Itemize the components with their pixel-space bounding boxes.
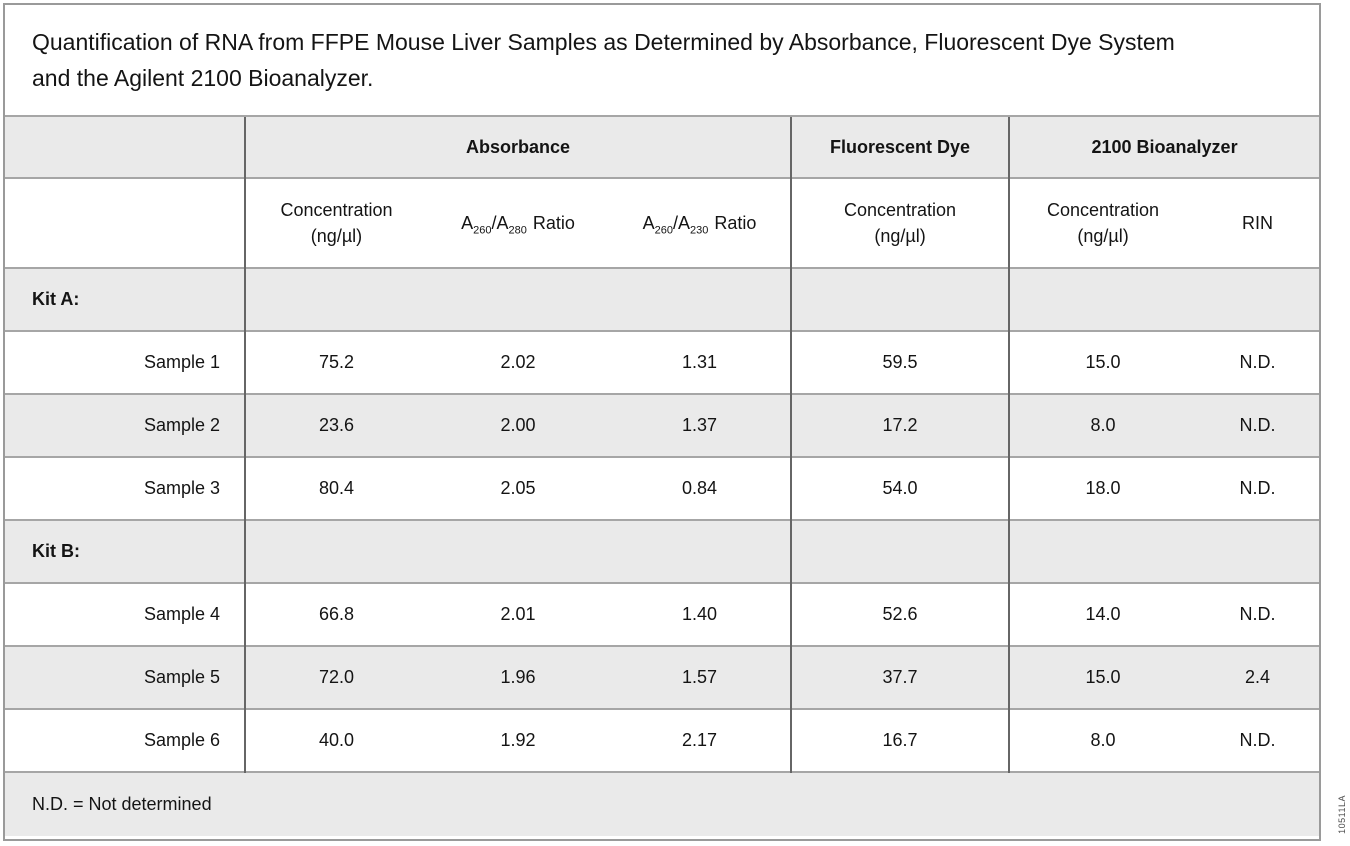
ratio-260-230-value: 1.57 (609, 645, 792, 709)
ratio-base: A (642, 212, 655, 233)
section-row-kit-a: Kit A: (5, 267, 1320, 331)
section-label: Kit B: (5, 519, 245, 583)
section-row-filler (243, 267, 792, 331)
section-row-filler (1008, 267, 1320, 331)
ratio-260-230-value: 1.31 (609, 330, 792, 394)
fluorescent-concentration-value: 54.0 (790, 456, 1010, 520)
column-header-spacer (5, 177, 245, 268)
rin-value: N.D. (1196, 393, 1320, 457)
fd-concentration-label-line1: Concentration (843, 200, 957, 220)
column-header-rin: RIN (1196, 177, 1320, 268)
ratio-base: /A (491, 212, 509, 233)
section-label: Kit A: (5, 267, 245, 331)
ratio-260-230-value: 1.40 (609, 582, 792, 646)
column-header-abs-concentration: Concentration (ng/µl) (244, 177, 427, 268)
abs-concentration-label-line2: (ng/µl) (310, 226, 363, 246)
absorbance-concentration-value: 75.2 (244, 330, 427, 394)
group-header-bioanalyzer: 2100 Bioanalyzer (1008, 115, 1320, 178)
sample-name: Sample 5 (5, 645, 245, 709)
sample-name: Sample 1 (5, 330, 245, 394)
table-row-sample-6: Sample 6 40.0 1.92 2.17 16.7 8.0 N.D. (5, 708, 1320, 772)
ratio-260-230-value: 1.37 (609, 393, 792, 457)
fluorescent-concentration-value: 17.2 (790, 393, 1010, 457)
figure-code-label: 10511LA (1337, 795, 1347, 834)
group-header-spacer (5, 115, 245, 178)
ba-concentration-label-line1: Concentration (1046, 200, 1160, 220)
table-row-sample-5: Sample 5 72.0 1.96 1.57 37.7 15.0 2.4 (5, 645, 1320, 709)
table-row-sample-3: Sample 3 80.4 2.05 0.84 54.0 18.0 N.D. (5, 456, 1320, 520)
table-row-sample-4: Sample 4 66.8 2.01 1.40 52.6 14.0 N.D. (5, 582, 1320, 646)
ratio-subscript: 260 (654, 224, 674, 237)
table-figure: Quantification of RNA from FFPE Mouse Li… (3, 3, 1321, 841)
bioanalyzer-concentration-value: 18.0 (1008, 456, 1197, 520)
bioanalyzer-concentration-value: 8.0 (1008, 393, 1197, 457)
footnote-text: N.D. = Not determined (5, 771, 1320, 836)
rin-value: N.D. (1196, 456, 1320, 520)
column-header-ba-concentration: Concentration (ng/µl) (1008, 177, 1197, 268)
rin-value: N.D. (1196, 330, 1320, 394)
group-header-row: Absorbance Fluorescent Dye 2100 Bioanaly… (5, 115, 1320, 178)
bioanalyzer-concentration-value: 8.0 (1008, 708, 1197, 772)
fluorescent-concentration-value: 37.7 (790, 645, 1010, 709)
section-row-filler (790, 267, 1010, 331)
rna-quantification-table: Absorbance Fluorescent Dye 2100 Bioanaly… (5, 115, 1320, 836)
section-row-kit-b: Kit B: (5, 519, 1320, 583)
group-header-absorbance: Absorbance (243, 115, 792, 178)
bioanalyzer-concentration-value: 14.0 (1008, 582, 1197, 646)
footnote-row: N.D. = Not determined (5, 771, 1320, 836)
ratio-260-280-value: 2.00 (427, 393, 609, 457)
bioanalyzer-concentration-value: 15.0 (1008, 645, 1197, 709)
ratio-subscript: 260 (473, 224, 492, 237)
column-header-ratio-260-230: A260/A230 Ratio (609, 177, 792, 268)
group-header-fluorescent-dye: Fluorescent Dye (790, 115, 1010, 178)
ratio-260-280-value: 2.02 (427, 330, 609, 394)
table-row-sample-2: Sample 2 23.6 2.00 1.37 17.2 8.0 N.D. (5, 393, 1320, 457)
section-row-filler (790, 519, 1010, 583)
rin-value: N.D. (1196, 582, 1320, 646)
absorbance-concentration-value: 72.0 (244, 645, 427, 709)
ratio-260-230-value: 2.17 (609, 708, 792, 772)
sample-name: Sample 4 (5, 582, 245, 646)
rin-value: N.D. (1196, 708, 1320, 772)
absorbance-concentration-value: 23.6 (244, 393, 427, 457)
sample-name: Sample 6 (5, 708, 245, 772)
ratio-260-280-value: 1.96 (427, 645, 609, 709)
section-row-filler (243, 519, 792, 583)
section-row-filler (1008, 519, 1320, 583)
ratio-base: /A (673, 212, 691, 233)
ba-concentration-label-line2: (ng/µl) (1077, 226, 1129, 246)
figure-title: Quantification of RNA from FFPE Mouse Li… (32, 29, 1175, 91)
rin-value: 2.4 (1196, 645, 1320, 709)
ratio-260-280-value: 2.05 (427, 456, 609, 520)
column-header-fd-concentration: Concentration (ng/µl) (790, 177, 1010, 268)
ratio-subscript: 280 (508, 224, 527, 237)
abs-concentration-label-line1: Concentration (280, 200, 393, 220)
absorbance-concentration-value: 40.0 (244, 708, 427, 772)
fluorescent-concentration-value: 52.6 (790, 582, 1010, 646)
ratio-260-230-value: 0.84 (609, 456, 792, 520)
absorbance-concentration-value: 80.4 (244, 456, 427, 520)
ratio-label: Ratio (532, 212, 575, 233)
column-header-row: Concentration (ng/µl) A260/A280 Ratio A26… (5, 177, 1320, 268)
ratio-260-280-value: 2.01 (427, 582, 609, 646)
fluorescent-concentration-value: 59.5 (790, 330, 1010, 394)
ratio-260-280-value: 1.92 (427, 708, 609, 772)
table-row-sample-1: Sample 1 75.2 2.02 1.31 59.5 15.0 N.D. (5, 330, 1320, 394)
ratio-base: A (461, 212, 474, 233)
absorbance-concentration-value: 66.8 (244, 582, 427, 646)
fluorescent-concentration-value: 16.7 (790, 708, 1010, 772)
ratio-label: Ratio (714, 212, 757, 233)
ratio-subscript: 230 (690, 224, 709, 237)
fd-concentration-label-line2: (ng/µl) (874, 226, 926, 246)
bioanalyzer-concentration-value: 15.0 (1008, 330, 1197, 394)
sample-name: Sample 3 (5, 456, 245, 520)
column-header-ratio-260-280: A260/A280 Ratio (427, 177, 609, 268)
sample-name: Sample 2 (5, 393, 245, 457)
